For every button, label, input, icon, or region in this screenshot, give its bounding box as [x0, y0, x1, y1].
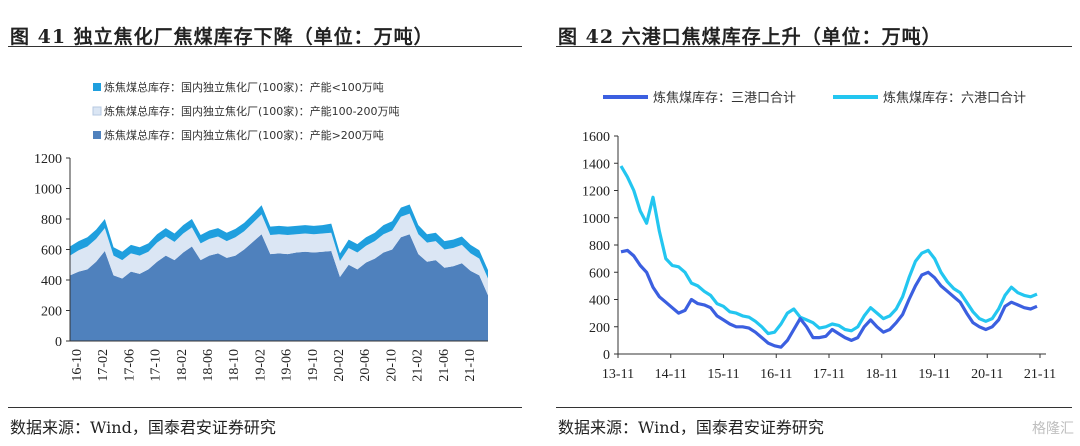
x-tick-label: 17-10: [149, 349, 164, 382]
left-source-note: 数据来源：Wind，国泰君安证券研究: [10, 418, 276, 437]
x-tick-label: 15-11: [707, 367, 739, 382]
left-chart-title: 图 41 独立焦化厂焦煤库存下降（单位：万吨）: [10, 26, 434, 48]
y-tick-label: 400: [41, 274, 62, 289]
left-title-rule: [8, 46, 522, 47]
x-tick-label: 18-06: [201, 349, 216, 382]
legend-swatch-1: [92, 106, 102, 116]
x-tick-label: 20-06: [358, 349, 373, 382]
x-tick-label: 17-11: [813, 367, 845, 382]
x-tick-label: 16-10: [70, 349, 85, 382]
x-tick-label: 17-06: [122, 349, 137, 382]
legend-label-2: 炼焦煤总库存：国内独立焦化厂(100家)：产能<100万吨: [104, 80, 384, 94]
legend-swatch-0: [93, 131, 101, 139]
x-tick-label: 20-02: [332, 349, 347, 382]
x-tick-label: 14-11: [655, 367, 687, 382]
left-source-rule: [8, 407, 522, 408]
legend-swatch-2: [93, 83, 101, 91]
x-tick-label: 19-06: [280, 349, 295, 382]
legend-label-1: 炼焦煤库存：六港口合计: [883, 90, 1026, 106]
left-chart-panel: 图 41 独立焦化厂焦煤库存下降（单位：万吨） 炼焦煤总库存：国内独立焦化厂(1…: [0, 0, 530, 446]
x-tick-label: 19-10: [306, 349, 321, 382]
x-tick-label: 16-11: [760, 367, 792, 382]
y-tick-label: 800: [589, 239, 610, 254]
x-tick-label: 20-10: [384, 349, 399, 382]
left-chart-svg: 炼焦煤总库存：国内独立焦化厂(100家)：产能<100万吨炼焦煤总库存：国内独立…: [34, 80, 488, 382]
x-tick-label: 18-11: [866, 367, 898, 382]
y-tick-label: 200: [589, 321, 610, 336]
y-tick-label: 1200: [34, 152, 62, 167]
x-tick-label: 19-11: [918, 367, 950, 382]
x-tick-label: 19-02: [253, 349, 268, 382]
right-title-rule: [556, 46, 1072, 47]
area-series-1: [70, 213, 488, 296]
y-tick-label: 1200: [582, 185, 610, 200]
y-tick-label: 0: [55, 335, 62, 350]
x-tick-label: 21-02: [411, 349, 426, 382]
y-tick-label: 1000: [34, 183, 62, 198]
right-chart-title: 图 42 六港口焦煤库存上升（单位：万吨）: [558, 26, 942, 48]
line-series-1: [619, 165, 1038, 336]
area-series-2: [70, 204, 488, 279]
x-tick-label: 17-02: [96, 349, 111, 382]
y-tick-label: 1400: [582, 157, 610, 172]
y-tick-label: 1000: [582, 212, 610, 227]
y-tick-label: 600: [41, 244, 62, 259]
x-tick-label: 20-11: [971, 367, 1003, 382]
legend-label-0: 炼焦煤总库存：国内独立焦化厂(100家)：产能>200万吨: [104, 128, 384, 142]
x-tick-label: 21-06: [437, 349, 452, 382]
y-tick-label: 0: [603, 348, 610, 363]
x-tick-label: 21-11: [1024, 367, 1056, 382]
y-tick-label: 400: [589, 294, 610, 309]
watermark-logo: 格隆汇: [1032, 421, 1074, 437]
x-tick-label: 18-10: [227, 349, 242, 382]
y-tick-label: 600: [589, 266, 610, 281]
x-tick-label: 13-11: [602, 367, 634, 382]
legend-label-1: 炼焦煤总库存：国内独立焦化厂(100家)：产能100-200万吨: [104, 104, 400, 118]
right-chart-svg: 炼焦煤库存：三港口合计 炼焦煤库存：六港口合计 0 200 400 600 800 1000 1…: [582, 90, 1056, 382]
x-tick-label: 18-02: [175, 349, 190, 382]
legend-label-0: 炼焦煤库存：三港口合计: [653, 90, 796, 106]
right-chart-panel: 图 42 六港口焦煤库存上升（单位：万吨） 炼焦煤库存：三港口合计 炼焦煤库存：六…: [548, 0, 1080, 446]
y-tick-label: 1600: [582, 130, 610, 145]
x-tick-label: 21-10: [463, 349, 478, 382]
area-series-0: [70, 234, 488, 341]
y-tick-label: 800: [41, 213, 62, 228]
right-source-note: 数据来源：Wind，国泰君安证券研究: [558, 418, 824, 437]
y-tick-label: 200: [41, 305, 62, 320]
right-source-rule: [556, 407, 1072, 408]
line-series-0: [620, 248, 1038, 349]
